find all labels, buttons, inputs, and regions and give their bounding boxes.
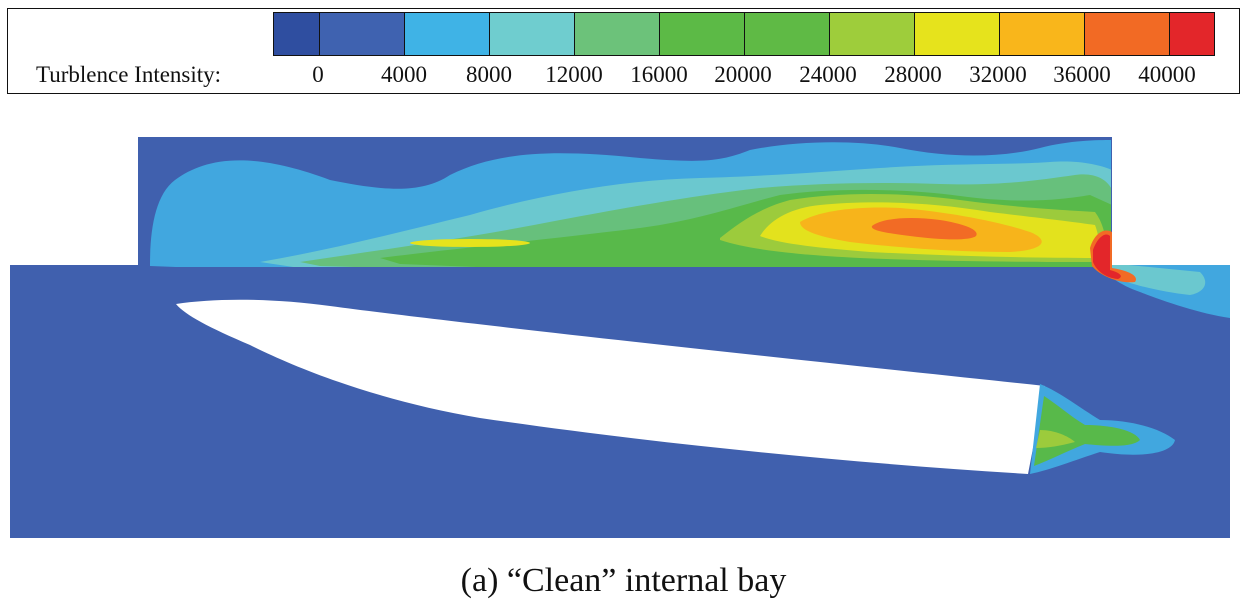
legend-title: Turblence Intensity:: [36, 62, 222, 87]
colorbar-swatch: [575, 13, 660, 55]
colorbar-tick-label: 0: [312, 62, 324, 87]
colorbar-swatch: [1085, 13, 1170, 55]
figure-caption: (a) “Clean” internal bay: [460, 562, 787, 599]
colorbar-swatch: [1000, 13, 1085, 55]
wake-highlight: [1036, 430, 1075, 448]
colorbar-tick-label: 24000: [799, 62, 857, 87]
wake-inner: [1034, 396, 1140, 466]
colorbar-tick-label: 8000: [466, 62, 512, 87]
colorbar: [273, 12, 1215, 56]
colorbar-tick-label: 4000: [381, 62, 427, 87]
colorbar-swatch: [660, 13, 745, 55]
contour-yellow-streak: [410, 239, 530, 247]
colorbar-tick-label: 36000: [1053, 62, 1111, 87]
colorbar-swatch: [745, 13, 830, 55]
colorbar-swatch: [915, 13, 1000, 55]
colorbar-tick-label: 40000: [1138, 62, 1196, 87]
colorbar-swatch: [830, 13, 915, 55]
colorbar-tick-label: 32000: [969, 62, 1027, 87]
shear-layer-inner: [1098, 262, 1206, 295]
contour-red-core: [1093, 234, 1121, 279]
colorbar-tick-label: 28000: [884, 62, 942, 87]
missile-body: [176, 299, 1045, 474]
colorbar-tick-label: 16000: [630, 62, 688, 87]
colorbar-swatch: [490, 13, 575, 55]
colorbar-swatch: [405, 13, 490, 55]
colorbar-swatch: [1170, 13, 1214, 55]
colorbar-swatch: [274, 13, 320, 55]
colorbar-swatch: [320, 13, 405, 55]
colorbar-tick-label: 20000: [714, 62, 772, 87]
contour-36000: [871, 218, 977, 240]
colorbar-tick-label: 12000: [545, 62, 603, 87]
